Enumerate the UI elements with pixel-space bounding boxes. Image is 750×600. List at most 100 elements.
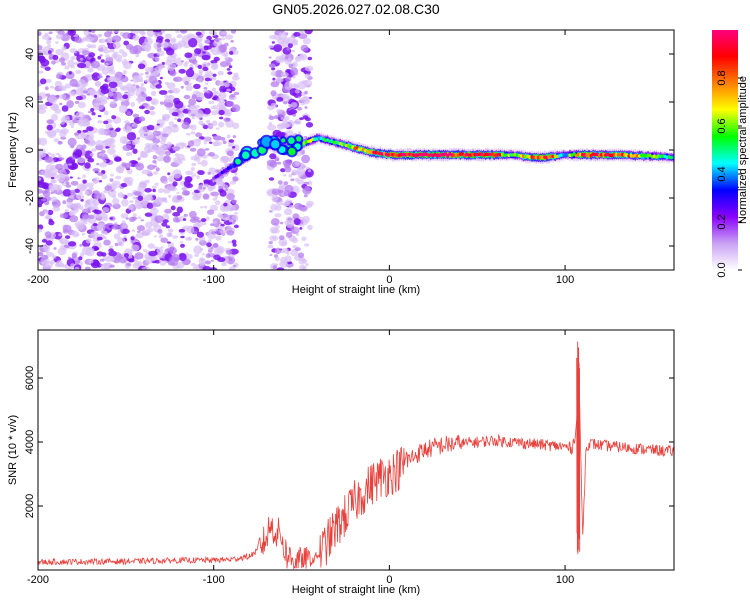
noise-blob: [168, 63, 177, 69]
noise-blob: [41, 197, 47, 202]
noise-blob: [232, 75, 240, 81]
noise-blob: [214, 200, 221, 205]
noise-blob: [52, 206, 61, 212]
noise-blob: [64, 209, 69, 213]
noise-blob: [196, 148, 206, 157]
noise-blob: [182, 76, 191, 84]
noise-blob: [230, 40, 235, 43]
noise-blob: [169, 70, 177, 77]
noise-blob: [184, 190, 190, 196]
noise-blob: [228, 65, 233, 69]
noise-blob: [82, 174, 86, 179]
noise-blob: [86, 74, 94, 81]
noise-blob: [187, 236, 193, 241]
noise-blob: [55, 41, 59, 44]
noise-blob: [95, 213, 101, 219]
noise-blob: [91, 90, 101, 98]
noise-blob: [297, 252, 305, 258]
noise-blob: [180, 30, 187, 33]
noise-blob: [137, 216, 142, 220]
noise-blob: [147, 243, 155, 249]
noise-blob: [50, 179, 57, 184]
noise-blob: [268, 121, 273, 126]
noise-blob: [199, 262, 206, 266]
snr-x-label: Height of straight line (km): [292, 584, 420, 596]
noise-blob: [62, 224, 72, 233]
noise-blob: [197, 170, 205, 176]
noise-blob: [178, 68, 186, 74]
noise-blob: [85, 238, 92, 244]
noise-blob: [91, 148, 97, 152]
noise-blob: [102, 207, 110, 213]
noise-blob: [204, 77, 211, 82]
noise-blob: [177, 113, 185, 118]
noise-blob: [104, 62, 109, 67]
noise-blob: [85, 182, 94, 188]
noise-blob: [159, 76, 163, 80]
noise-blob: [138, 180, 148, 189]
noise-blob: [46, 252, 55, 257]
noise-blob: [85, 247, 95, 257]
noise-blob: [68, 163, 72, 166]
spectrogram-plot-area: [38, 30, 674, 270]
noise-blob: [226, 100, 235, 107]
noise-blob: [53, 247, 57, 250]
noise-blob: [99, 264, 103, 266]
noise-blob: [169, 37, 177, 42]
noise-blob: [208, 100, 215, 105]
noise-blob: [157, 229, 163, 234]
noise-blob: [220, 30, 228, 36]
noise-blob: [280, 117, 285, 121]
noise-blob: [161, 222, 168, 227]
noise-blob: [171, 87, 181, 94]
noise-blob: [135, 85, 140, 89]
noise-blob: [195, 92, 205, 101]
noise-blob: [121, 220, 126, 224]
noise-blob: [150, 85, 156, 89]
noise-blob: [64, 239, 68, 243]
noise-blob: [192, 216, 200, 221]
noise-blob: [270, 71, 277, 76]
noise-blob: [162, 133, 169, 138]
noise-blob: [304, 30, 313, 35]
noise-blob: [84, 36, 95, 42]
y-tick-label: -40: [24, 238, 36, 254]
noise-blob: [107, 77, 112, 81]
noise-blob: [269, 63, 276, 68]
noise-blob: [148, 75, 158, 84]
noise-blob: [82, 129, 88, 133]
x-tick-label: -100: [203, 274, 225, 286]
noise-blob: [53, 138, 60, 143]
noise-blob: [301, 236, 307, 241]
noise-blob: [189, 63, 194, 68]
noise-blob: [191, 116, 196, 120]
noise-blob: [59, 237, 69, 245]
noise-blob: [74, 36, 83, 44]
noise-blob: [90, 60, 100, 69]
noise-blob: [304, 185, 310, 191]
noise-blob: [147, 164, 156, 170]
noise-blob: [124, 253, 129, 258]
noise-blob: [196, 138, 202, 142]
noise-blob: [38, 181, 47, 188]
noise-blob: [54, 128, 61, 133]
noise-blob: [75, 95, 83, 101]
noise-blob: [140, 150, 146, 155]
noise-blob: [218, 91, 227, 99]
noise-blob: [74, 188, 80, 193]
noise-blob: [97, 55, 102, 60]
noise-blob: [80, 198, 84, 202]
noise-blob: [140, 219, 144, 222]
y-tick-label: -20: [24, 190, 36, 206]
noise-blob: [160, 237, 168, 243]
noise-blob: [203, 136, 211, 143]
noise-blob: [212, 63, 218, 69]
noise-blob: [298, 53, 308, 61]
noise-blob: [287, 96, 292, 100]
noise-blob: [280, 168, 286, 173]
noise-blob: [176, 34, 183, 39]
noise-blob: [215, 231, 221, 235]
noise-blob: [51, 201, 58, 205]
noise-blob: [70, 125, 75, 128]
noise-blob: [283, 208, 293, 216]
